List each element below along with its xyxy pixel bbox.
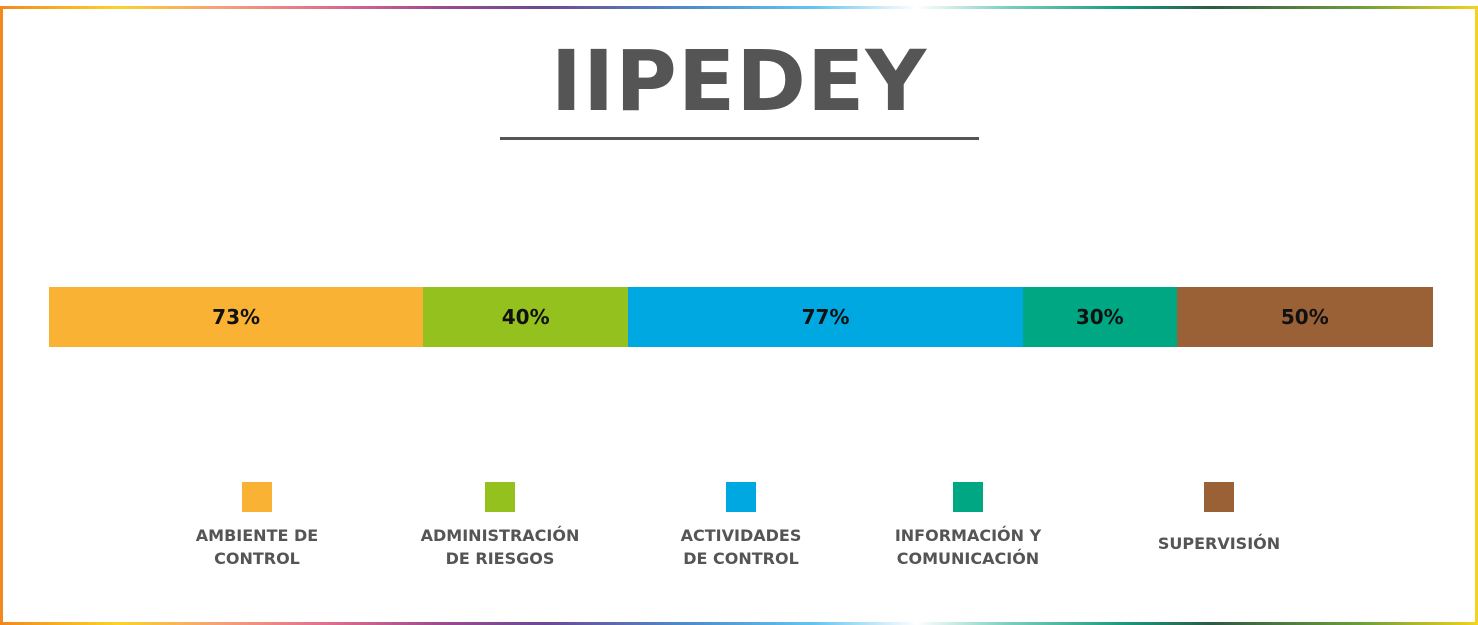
legend-swatch — [242, 482, 272, 512]
legend-swatch — [485, 482, 515, 512]
legend-item: ACTIVIDADES DE CONTROL — [641, 482, 841, 570]
legend-item: ADMINISTRACIÓN DE RIESGOS — [400, 482, 600, 570]
legend-item: AMBIENTE DE CONTROL — [157, 482, 357, 570]
bar-segment: 40% — [423, 287, 629, 347]
data-label: 30% — [1075, 305, 1124, 329]
frame-left-edge — [0, 6, 3, 625]
data-label: 73% — [212, 305, 261, 329]
legend-swatch — [953, 482, 983, 512]
legend-label: AMBIENTE DE CONTROL — [195, 526, 319, 568]
stacked-bar: 73% 40% 77% 30% 50% — [49, 287, 1433, 347]
data-label: 50% — [1280, 305, 1329, 329]
bar-segment: 73% — [49, 287, 424, 347]
legend-label: INFORMACIÓN Y COMUNICACIÓN — [894, 526, 1042, 568]
legend-label: ACTIVIDADES DE CONTROL — [680, 526, 802, 568]
bar-segment: 50% — [1176, 287, 1433, 347]
title-underline — [500, 137, 979, 140]
bar-segment: 30% — [1022, 287, 1177, 347]
legend-swatch — [1204, 482, 1234, 512]
legend-label: SUPERVISIÓN — [1157, 534, 1281, 553]
legend-item: INFORMACIÓN Y COMUNICACIÓN — [868, 482, 1068, 570]
data-label: 40% — [501, 305, 550, 329]
data-label: 77% — [801, 305, 850, 329]
legend-label: ADMINISTRACIÓN DE RIESGOS — [420, 526, 580, 568]
legend-item: SUPERVISIÓN — [1119, 482, 1319, 555]
chart-title: IIPEDEY — [550, 32, 928, 130]
legend-swatch — [726, 482, 756, 512]
frame-right-edge — [1475, 6, 1478, 625]
bar-segment: 77% — [628, 287, 1023, 347]
